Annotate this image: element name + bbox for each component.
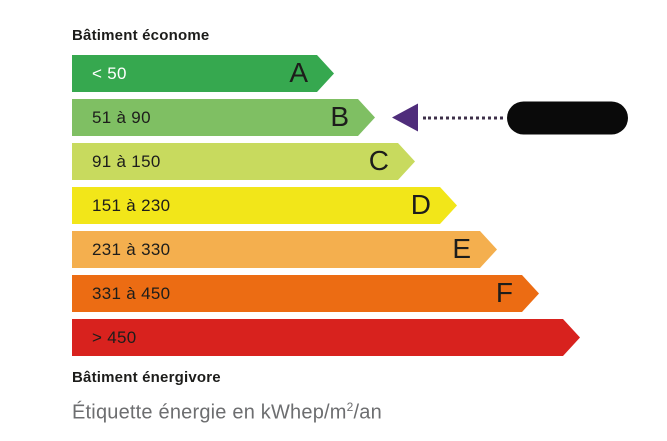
energy-bar: < 50 A — [72, 55, 334, 92]
energy-bar-row: 51 à 90 B — [72, 99, 628, 136]
energy-scale: < 50 A 51 à 90 B 91 à 150 C 151 — [72, 55, 628, 356]
energy-label: Bâtiment économe < 50 A 51 à 90 B 91 à 1… — [72, 27, 628, 425]
bar-class-letter: B — [330, 100, 349, 132]
bar-class-letter: D — [410, 188, 431, 220]
caption-superscript: 2 — [346, 400, 354, 414]
bottom-label: Bâtiment énergivore — [72, 369, 221, 386]
bar-range-label: 51 à 90 — [92, 107, 151, 127]
redacted-value — [507, 101, 628, 134]
caption-suffix: /an — [353, 401, 382, 424]
energy-bar-row: 331 à 450 F — [72, 275, 580, 312]
bar-class-letter: A — [289, 56, 308, 88]
bar-range-label: < 50 — [92, 63, 127, 83]
energy-bar-row: 151 à 230 D — [72, 187, 580, 224]
bar-range-label: 231 à 330 — [92, 239, 171, 259]
bar-range-label: 151 à 230 — [92, 195, 171, 215]
bar-range-label: 331 à 450 — [92, 283, 171, 303]
bar-class-letter: F — [495, 276, 513, 308]
bar-class-letter: C — [368, 144, 389, 176]
caption-text: Étiquette énergie en kWhep/m — [72, 401, 347, 424]
energy-bar: > 450 — [72, 319, 580, 356]
energy-bar: 331 à 450 F — [72, 275, 539, 312]
bar-class-letter: E — [452, 232, 471, 264]
energy-bar-row: 231 à 330 E — [72, 231, 580, 268]
bar-range-label: 91 à 150 — [92, 151, 161, 171]
energy-bar: 151 à 230 D — [72, 187, 457, 224]
energy-bar-row: < 50 A — [72, 55, 580, 92]
energy-bar: 51 à 90 B — [72, 99, 375, 136]
energy-bar-row: 91 à 150 C — [72, 143, 580, 180]
caption: Étiquette énergie en kWhep/m2/an — [72, 400, 580, 425]
top-label: Bâtiment économe — [72, 27, 210, 44]
energy-bar: 231 à 330 E — [72, 231, 497, 268]
selection-marker — [392, 101, 628, 134]
left-triangle-icon — [392, 103, 418, 132]
energy-bar-row: > 450 — [72, 319, 580, 356]
dotted-connector — [423, 116, 503, 119]
bar-range-label: > 450 — [92, 327, 137, 347]
energy-bar: 91 à 150 C — [72, 143, 415, 180]
